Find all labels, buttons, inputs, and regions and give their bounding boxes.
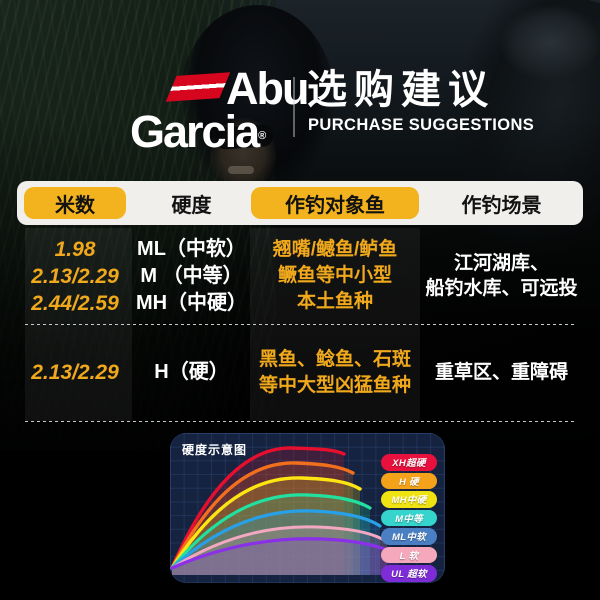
header-cell-scene: 作钓场景 [461,194,542,217]
table-row: 1.98 2.13/2.29 2.44/2.59 ML（中软） M （中等） M… [17,228,583,324]
table-body: 1.98 2.13/2.29 2.44/2.59 ML（中软） M （中等） M… [17,228,583,422]
cell-hardness: H（硬） [154,361,229,383]
page-subtitle: PURCHASE SUGGESTIONS [308,116,535,134]
header-cell-target-fish: 作钓对象鱼 [251,187,419,219]
table-header-bar: 米数 硬度 作钓对象鱼 作钓场景 [17,181,583,225]
header-vertical-divider [293,77,295,137]
curve-xh [170,446,346,570]
cell-target-fish: 黑鱼、鲶鱼、石斑 等中大型凶猛鱼种 [258,348,411,396]
bend-curves-svg [170,446,401,575]
dashed-row-divider [25,324,575,325]
logo-swoosh-icon [165,72,231,102]
legend-pill-l: L 软 [381,546,437,563]
curve-area-ul [172,538,399,575]
abu-garcia-logo: Abu Garcia® [130,66,309,166]
legend-pill-ml: ML中软 [381,528,437,545]
page-title: 选购建议 [307,68,495,112]
logo-text-garcia: Garcia® [130,106,267,157]
curve-m [170,493,372,570]
legend-pill-ul: UL 超软 [381,565,437,582]
curve-mh [170,476,362,570]
curve-ul [170,537,401,570]
logo-text-abu: Abu [226,63,309,114]
curve-area-xh [172,447,344,575]
curve-area-m [172,494,370,575]
legend-pill-h: H 硬 [381,472,437,489]
legend-pill-m: M中等 [381,509,437,526]
chart-legend: XH超硬 H 硬 MH中硬 M中等 ML中软 L 软 UL 超软 [381,454,437,582]
cell-scene: 江河湖库、 船钓水库、可远投 [425,253,578,299]
cell-target-fish: 翘嘴/鳡鱼/鲈鱼 鳜鱼等中小型 本土鱼种 [272,239,398,312]
cell-meters: 1.98 2.13/2.29 2.44/2.59 [31,237,119,315]
legend-pill-xh: XH超硬 [381,454,437,471]
curve-area-h [172,462,353,575]
table-row: 2.13/2.29 H（硬） 黑鱼、鲶鱼、石斑 等中大型凶猛鱼种 重草区、重障碍 [17,324,583,421]
dashed-row-divider [25,421,575,422]
curve-ml [170,509,382,570]
cell-hardness: ML（中软） M （中等） MH（中硬） [135,237,248,314]
header-cell-meters: 米数 [24,187,126,219]
header-cell-hardness: 硬度 [171,194,212,217]
chart-title: 硬度示意图 [182,443,248,457]
cell-meters: 2.13/2.29 [31,361,119,384]
legend-pill-mh: MH中硬 [381,491,437,508]
curve-h [170,461,355,570]
cell-scene: 重草区、重障碍 [434,362,568,383]
curve-l [170,525,389,570]
registered-trademark: ® [258,130,267,142]
hardness-chart-panel: 硬度示意图 XH超硬 H 硬 MH中硬 M中等 ML中软 L 软 UL 超软 [170,433,445,583]
